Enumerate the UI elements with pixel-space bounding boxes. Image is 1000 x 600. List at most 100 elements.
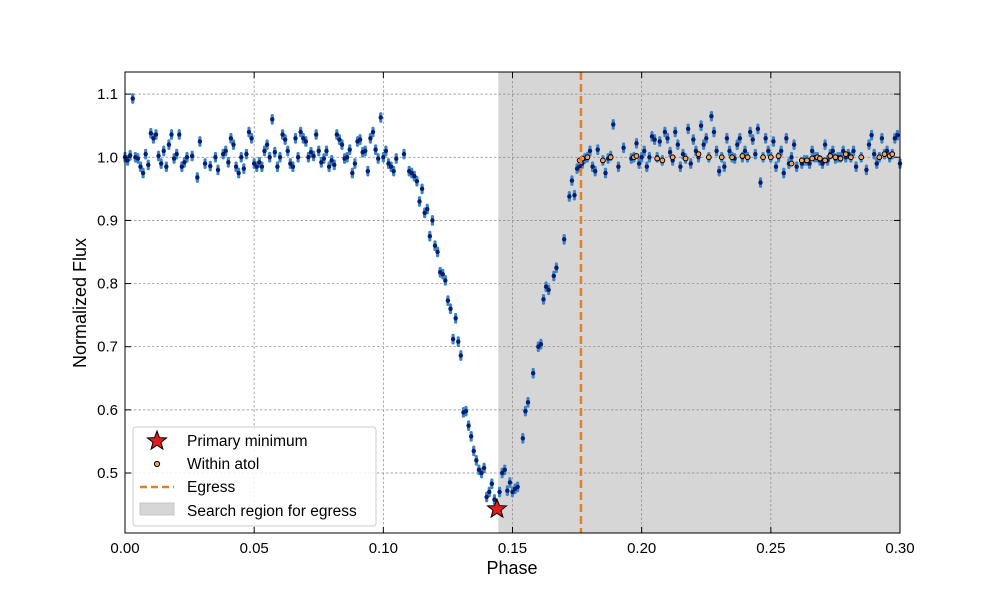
data-point	[202, 161, 208, 166]
data-point	[308, 150, 314, 155]
data-point	[332, 162, 337, 168]
data-point	[456, 339, 461, 344]
data-point	[476, 467, 482, 473]
data-point	[166, 142, 172, 147]
x-tick-label: 0.10	[369, 540, 398, 557]
data-point	[784, 136, 789, 141]
data-point	[334, 132, 340, 137]
within-atol-point	[809, 155, 816, 162]
data-point	[561, 237, 567, 242]
x-tick-label: 0.15	[498, 540, 527, 557]
within-atol-point	[876, 154, 883, 161]
data-point	[866, 142, 872, 147]
data-point	[727, 148, 732, 154]
data-point	[742, 148, 748, 154]
data-point	[249, 136, 254, 141]
data-point	[479, 470, 484, 476]
data-point	[383, 148, 389, 154]
data-point	[714, 148, 719, 154]
data-point	[313, 132, 319, 137]
data-point	[755, 126, 761, 132]
data-point	[753, 151, 758, 157]
data-point	[306, 155, 311, 160]
data-point	[169, 132, 174, 137]
data-point	[830, 148, 836, 154]
within-atol-point	[654, 155, 661, 162]
data-point	[301, 136, 306, 141]
x-axis-label: Phase	[486, 558, 537, 578]
data-point	[298, 129, 303, 135]
data-point	[326, 164, 332, 169]
data-point	[685, 126, 691, 132]
y-tick-label: 1.0	[97, 149, 118, 166]
data-point	[766, 148, 771, 154]
data-point	[510, 489, 515, 495]
data-point	[525, 400, 531, 405]
data-point	[241, 166, 247, 171]
x-tick-label: 0.30	[885, 540, 914, 557]
data-points	[122, 96, 903, 512]
y-ticks: 0.5 0.6 0.7 0.8 0.9 1.0 1.1	[97, 86, 900, 482]
within-atol-point	[798, 157, 805, 164]
data-point	[148, 131, 154, 136]
y-tick-label: 1.1	[97, 86, 118, 103]
data-point	[809, 148, 815, 154]
y-tick-label: 0.9	[97, 212, 118, 229]
data-point	[215, 167, 221, 173]
data-point	[453, 316, 458, 321]
data-point	[750, 137, 755, 142]
data-point	[701, 142, 706, 147]
within-atol-point	[729, 154, 735, 161]
data-point	[282, 137, 288, 142]
data-point	[182, 160, 187, 165]
data-point	[794, 164, 799, 169]
data-point	[195, 175, 200, 180]
data-point	[489, 481, 495, 486]
legend-label-primary-minimum: Primary minimum	[187, 433, 308, 450]
data-point	[789, 155, 794, 160]
data-point	[520, 436, 526, 441]
data-point	[678, 164, 683, 169]
data-point	[688, 161, 693, 166]
data-point	[381, 155, 386, 160]
data-point	[236, 170, 241, 176]
data-point	[487, 489, 492, 495]
data-point	[704, 136, 709, 141]
data-point	[373, 147, 378, 152]
data-point	[370, 129, 376, 135]
within-atol-point	[804, 157, 810, 164]
data-point	[611, 122, 616, 127]
within-atol-point	[832, 154, 839, 161]
data-point	[174, 151, 179, 157]
data-point	[239, 155, 244, 160]
data-point	[665, 136, 670, 141]
data-point	[414, 179, 420, 184]
legend-label-egress: Egress	[187, 479, 235, 496]
data-point	[394, 156, 399, 161]
data-point	[246, 129, 252, 135]
search-region-band	[498, 72, 900, 533]
data-point	[590, 164, 595, 169]
data-point	[657, 139, 662, 144]
data-point	[864, 167, 869, 173]
within-atol-point	[695, 151, 702, 157]
data-point	[290, 164, 296, 169]
data-point	[251, 161, 257, 166]
within-atol-point	[881, 151, 888, 157]
data-point	[311, 153, 316, 159]
within-atol-point	[775, 153, 782, 159]
within-atol-point	[889, 151, 896, 157]
data-point	[127, 153, 133, 158]
data-point	[425, 206, 430, 212]
data-point	[156, 153, 161, 159]
grid-lines	[125, 72, 900, 533]
data-point	[458, 353, 464, 358]
data-point	[272, 150, 278, 155]
data-point	[673, 129, 678, 135]
data-point	[698, 123, 704, 128]
data-point	[233, 164, 239, 169]
data-point	[538, 341, 544, 347]
data-point	[616, 164, 621, 169]
data-point	[448, 306, 453, 312]
